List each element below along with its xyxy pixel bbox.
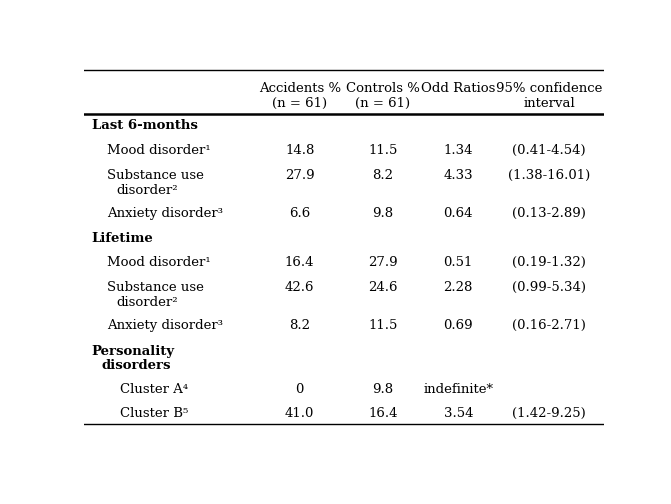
Text: Last 6-months: Last 6-months [92, 119, 197, 133]
Text: 14.8: 14.8 [285, 144, 315, 157]
Text: Odd Ratios: Odd Ratios [421, 82, 495, 95]
Text: Accidents %: Accidents % [258, 82, 341, 95]
Text: 0: 0 [295, 383, 304, 396]
Text: Anxiety disorder³: Anxiety disorder³ [107, 207, 223, 220]
Text: 8.2: 8.2 [372, 169, 393, 182]
Text: 24.6: 24.6 [368, 281, 398, 294]
Text: disorders: disorders [101, 359, 170, 372]
Text: 0.64: 0.64 [444, 207, 473, 220]
Text: 95% confidence: 95% confidence [496, 82, 603, 95]
Text: 8.2: 8.2 [289, 320, 310, 332]
Text: (0.99-5.34): (0.99-5.34) [512, 281, 586, 294]
Text: Controls %: Controls % [346, 82, 420, 95]
Text: (0.13-2.89): (0.13-2.89) [513, 207, 586, 220]
Text: 3.54: 3.54 [444, 407, 473, 420]
Text: Anxiety disorder³: Anxiety disorder³ [107, 320, 223, 332]
Text: Mood disorder¹: Mood disorder¹ [107, 256, 211, 269]
Text: Personality: Personality [92, 345, 175, 357]
Text: disorder²: disorder² [117, 296, 178, 309]
Text: disorder²: disorder² [117, 184, 178, 197]
Text: 6.6: 6.6 [289, 207, 310, 220]
Text: Substance use: Substance use [107, 281, 204, 294]
Text: 16.4: 16.4 [368, 407, 398, 420]
Text: 0.51: 0.51 [444, 256, 473, 269]
Text: Mood disorder¹: Mood disorder¹ [107, 144, 211, 157]
Text: 42.6: 42.6 [285, 281, 315, 294]
Text: 11.5: 11.5 [368, 144, 398, 157]
Text: (1.42-9.25): (1.42-9.25) [513, 407, 586, 420]
Text: 27.9: 27.9 [368, 256, 398, 269]
Text: (n = 61): (n = 61) [356, 97, 411, 110]
Text: 27.9: 27.9 [285, 169, 315, 182]
Text: 0.69: 0.69 [444, 320, 473, 332]
Text: 11.5: 11.5 [368, 320, 398, 332]
Text: 9.8: 9.8 [372, 207, 393, 220]
Text: (0.41-4.54): (0.41-4.54) [513, 144, 586, 157]
Text: 2.28: 2.28 [444, 281, 473, 294]
Text: Lifetime: Lifetime [92, 232, 154, 244]
Text: 4.33: 4.33 [444, 169, 473, 182]
Text: 16.4: 16.4 [285, 256, 315, 269]
Text: 41.0: 41.0 [285, 407, 315, 420]
Text: (n = 61): (n = 61) [272, 97, 327, 110]
Text: (1.38-16.01): (1.38-16.01) [508, 169, 590, 182]
Text: Cluster B⁵: Cluster B⁵ [120, 407, 189, 420]
Text: 9.8: 9.8 [372, 383, 393, 396]
Text: indefinite*: indefinite* [423, 383, 493, 396]
Text: (0.19-1.32): (0.19-1.32) [513, 256, 586, 269]
Text: 1.34: 1.34 [444, 144, 473, 157]
Text: interval: interval [523, 97, 575, 110]
Text: Substance use: Substance use [107, 169, 204, 182]
Text: (0.16-2.71): (0.16-2.71) [513, 320, 586, 332]
Text: Cluster A⁴: Cluster A⁴ [120, 383, 189, 396]
